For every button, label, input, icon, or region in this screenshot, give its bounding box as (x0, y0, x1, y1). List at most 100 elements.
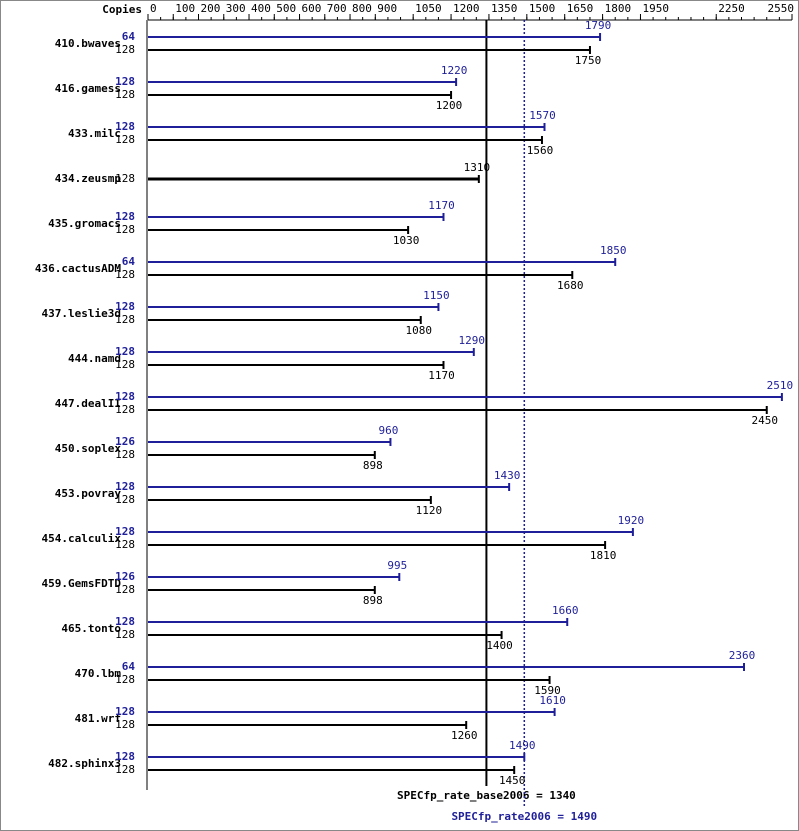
x-tick-label: 1050 (415, 2, 442, 15)
value-label: 1310 (464, 161, 491, 174)
copies-label: 64 (122, 255, 136, 268)
value-label: 1220 (441, 64, 468, 77)
x-tick-label: 1950 (642, 2, 669, 15)
x-tick-label: 800 (352, 2, 372, 15)
value-label: 1150 (423, 289, 450, 302)
benchmark-label: 437.leslie3d (42, 307, 121, 320)
value-label: 2450 (751, 414, 778, 427)
copies-label: 128 (115, 88, 135, 101)
value-label: 1200 (436, 99, 463, 112)
copies-label: 128 (115, 448, 135, 461)
copies-label: 128 (115, 172, 135, 185)
value-label: 960 (379, 424, 399, 437)
value-label: 1680 (557, 279, 584, 292)
copies-label: 128 (115, 718, 135, 731)
copies-label: 128 (115, 750, 135, 763)
value-label: 1290 (459, 334, 486, 347)
value-label: 1560 (527, 144, 554, 157)
copies-label: 128 (115, 43, 135, 56)
benchmark-label: 453.povray (55, 487, 122, 500)
copies-header: Copies (102, 3, 142, 16)
x-tick-label: 1800 (605, 2, 632, 15)
copies-label: 128 (115, 268, 135, 281)
value-label: 1080 (406, 324, 433, 337)
value-label: 1400 (486, 639, 513, 652)
value-label: 898 (363, 459, 383, 472)
copies-label: 128 (115, 615, 135, 628)
value-label: 1450 (499, 774, 526, 787)
copies-label: 128 (115, 628, 135, 641)
copies-label: 64 (122, 30, 136, 43)
value-label: 1850 (600, 244, 627, 257)
benchmark-label: 481.wrf (75, 712, 121, 725)
value-label: 1810 (590, 549, 617, 562)
benchmark-label: 470.lbm (75, 667, 122, 680)
benchmark-label: 444.namd (68, 352, 121, 365)
copies-label: 128 (115, 210, 135, 223)
copies-label: 128 (115, 493, 135, 506)
value-label: 1790 (585, 19, 612, 32)
copies-label: 128 (115, 390, 135, 403)
value-label: 898 (363, 594, 383, 607)
copies-label: 128 (115, 705, 135, 718)
copies-label: 128 (115, 300, 135, 313)
value-label: 995 (387, 559, 407, 572)
benchmark-label: 436.cactusADM (35, 262, 121, 275)
benchmark-label: 459.GemsFDTD (42, 577, 122, 590)
x-tick-label: 600 (302, 2, 322, 15)
benchmark-label: 482.sphinx3 (48, 757, 121, 770)
x-tick-label: 300 (226, 2, 246, 15)
benchmark-label: 433.milc (68, 127, 121, 140)
copies-label: 128 (115, 480, 135, 493)
benchmark-label: 416.gamess (55, 82, 121, 95)
benchmark-label: 465.tonto (61, 622, 121, 635)
reference-label: SPECfp_rate_base2006 = 1340 (397, 789, 576, 802)
x-tick-label: 1350 (491, 2, 518, 15)
x-tick-label: 400 (251, 2, 271, 15)
x-tick-label: 1500 (529, 2, 556, 15)
x-tick-label: 100 (175, 2, 195, 15)
copies-label: 128 (115, 538, 135, 551)
x-tick-label: 700 (327, 2, 347, 15)
copies-label: 128 (115, 345, 135, 358)
value-label: 1490 (509, 739, 536, 752)
value-label: 1660 (552, 604, 579, 617)
value-label: 1570 (529, 109, 556, 122)
value-label: 1170 (428, 369, 455, 382)
copies-label: 128 (115, 673, 135, 686)
value-label: 1030 (393, 234, 420, 247)
x-tick-label: 200 (201, 2, 221, 15)
copies-label: 126 (115, 570, 135, 583)
copies-label: 128 (115, 763, 135, 776)
value-label: 2510 (767, 379, 794, 392)
value-label: 1260 (451, 729, 478, 742)
value-label: 1590 (534, 684, 561, 697)
copies-label: 64 (122, 660, 136, 673)
value-label: 1610 (539, 694, 566, 707)
value-label: 1920 (618, 514, 645, 527)
value-label: 1430 (494, 469, 521, 482)
x-tick-label: 500 (276, 2, 296, 15)
copies-label: 128 (115, 75, 135, 88)
x-tick-label: 2550 (768, 2, 795, 15)
reference-label: SPECfp_rate2006 = 1490 (451, 810, 597, 823)
benchmark-label: 434.zeusmp (55, 172, 122, 185)
copies-label: 128 (115, 120, 135, 133)
copies-label: 126 (115, 435, 135, 448)
value-label: 1120 (416, 504, 443, 517)
value-label: 2360 (729, 649, 756, 662)
benchmark-label: 454.calculix (42, 532, 122, 545)
copies-label: 128 (115, 133, 135, 146)
value-label: 1750 (575, 54, 602, 67)
x-tick-label: 2250 (718, 2, 745, 15)
value-label: 1170 (428, 199, 455, 212)
copies-label: 128 (115, 223, 135, 236)
copies-label: 128 (115, 358, 135, 371)
x-tick-label: 900 (377, 2, 397, 15)
benchmark-label: 450.soplex (55, 442, 122, 455)
x-tick-label: 1650 (567, 2, 594, 15)
copies-label: 128 (115, 525, 135, 538)
